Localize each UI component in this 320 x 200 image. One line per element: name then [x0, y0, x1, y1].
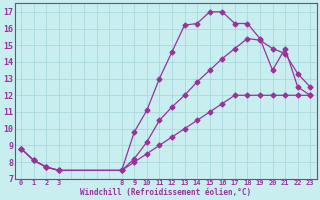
X-axis label: Windchill (Refroidissement éolien,°C): Windchill (Refroidissement éolien,°C)	[80, 188, 251, 197]
